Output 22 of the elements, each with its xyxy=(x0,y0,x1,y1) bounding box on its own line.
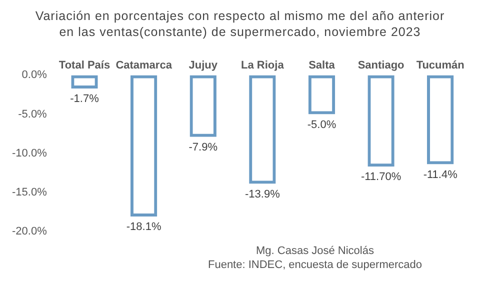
chart-title: Variación en porcentajes con respecto al mismo me del año anterior en las ventas(constante) de supermercado, noviembre 2023 xyxy=(34,8,446,40)
data-label: -11.70% xyxy=(360,171,402,184)
y-tick-label: -5.0% xyxy=(18,108,48,120)
source-note: Fuente: INDEC, encuesta de supermercado xyxy=(208,259,422,271)
x-tick-label: Tucumán xyxy=(416,60,465,72)
x-tick-label: Total País xyxy=(58,60,110,72)
x-tick-label: Catamarca xyxy=(116,60,173,72)
data-label: -5.0% xyxy=(307,118,336,131)
data-label: -11.4% xyxy=(423,168,458,181)
data-label: -1.7% xyxy=(70,93,100,106)
y-tick-label: -20.0% xyxy=(12,225,48,238)
y-tick-label: -10.0% xyxy=(12,147,48,160)
x-tick-label: Salta xyxy=(308,60,336,72)
data-label: -13.9% xyxy=(244,188,280,200)
text: Mg. Casas José Nicolás xyxy=(256,245,374,257)
y-tick-label: -15.0% xyxy=(12,186,48,198)
x-tick-label: Santiago xyxy=(358,60,405,72)
y-tick-label: 0.0% xyxy=(22,69,48,82)
x-tick-label: Jujuy xyxy=(188,60,218,72)
x-tick-label: La Rioja xyxy=(241,60,285,72)
data-label: -18.1% xyxy=(126,221,162,234)
data-label: -7.9% xyxy=(188,141,218,154)
